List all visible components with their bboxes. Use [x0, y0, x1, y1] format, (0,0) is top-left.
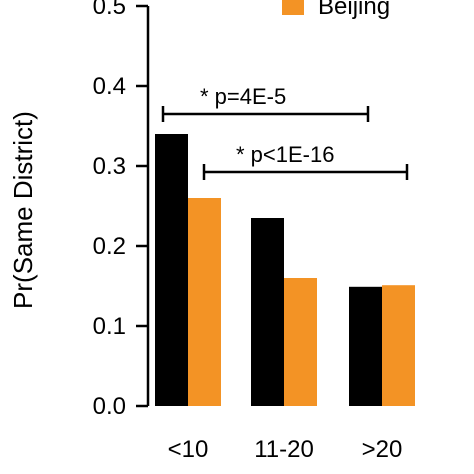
- significance-label: * p<1E-16: [236, 142, 334, 167]
- x-tick-label: 11-20: [254, 436, 314, 463]
- y-tick-label: 0.4: [93, 73, 126, 100]
- bar-series-1-2: [251, 218, 284, 406]
- legend-swatch-beijing: [282, 0, 304, 15]
- y-tick-label: 0.0: [93, 393, 126, 420]
- y-tick-label: 0.3: [93, 153, 126, 180]
- y-axis: 0.0 0.1 0.2 0.3 0.4 0.5: [93, 0, 150, 420]
- bar-beijing-2: [284, 278, 317, 406]
- bar-beijing-1: [188, 198, 221, 406]
- bar-series-1-3: [349, 286, 382, 406]
- significance-annotations: * p=4E-5 * p<1E-16: [161, 84, 409, 180]
- x-tick-label: <10: [168, 436, 209, 463]
- bar-series-1-1: [155, 134, 188, 406]
- legend: Beijing: [282, 0, 390, 20]
- y-axis-label: Pr(Same District): [8, 111, 38, 309]
- bars: [155, 134, 415, 406]
- y-tick-label: 0.1: [93, 313, 126, 340]
- x-tick-label: >20: [362, 436, 403, 463]
- legend-label-beijing: Beijing: [318, 0, 390, 20]
- y-tick-label: 0.5: [93, 0, 126, 20]
- bar-beijing-3: [382, 285, 415, 406]
- significance-label: * p=4E-5: [200, 84, 286, 109]
- y-tick-label: 0.2: [93, 233, 126, 260]
- x-axis-labels: <10 11-20 >20: [168, 436, 403, 463]
